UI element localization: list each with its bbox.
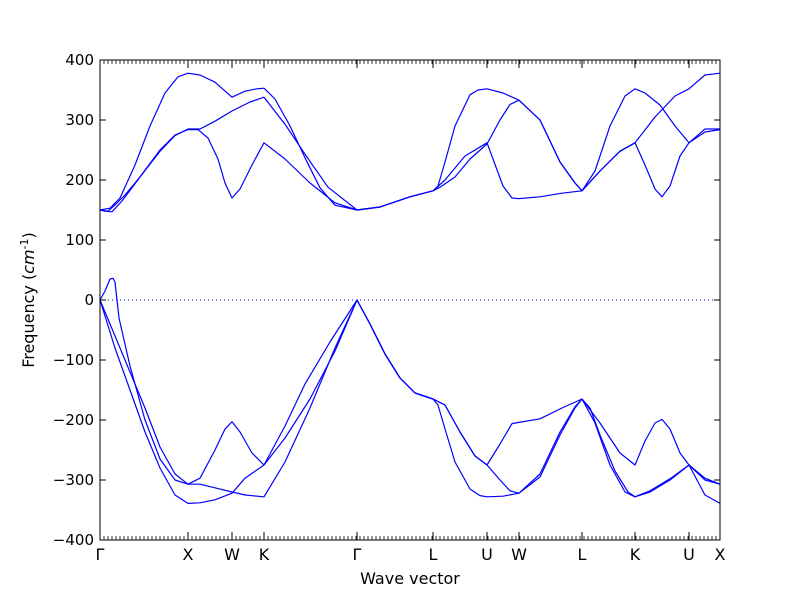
x-tick-label: X — [715, 545, 726, 564]
series-line-6 — [99, 299, 721, 504]
plot-area — [99, 72, 721, 504]
y-tick-label: −100 — [53, 351, 94, 369]
y-tick-label: −300 — [53, 471, 94, 489]
y-tick-label: 300 — [65, 111, 94, 129]
x-axis-label: Wave vector — [360, 569, 460, 588]
x-tick-label: W — [511, 545, 527, 564]
axes-frame — [99, 59, 721, 541]
y-tick-label: 200 — [65, 171, 94, 189]
y-tick-label: 0 — [84, 291, 94, 309]
x-tick-label: Γ — [353, 545, 362, 564]
x-tick-label: K — [259, 545, 270, 564]
y-tick-label: 100 — [65, 231, 94, 249]
y-tick-label: 400 — [65, 51, 94, 69]
y-tick-label: −400 — [53, 531, 94, 549]
y-tick-label: −200 — [53, 411, 94, 429]
x-tick-label: L — [578, 545, 587, 564]
x-tick-label: X — [183, 545, 194, 564]
x-tick-label: U — [481, 545, 493, 564]
series-line-3 — [99, 72, 720, 211]
x-tick-label: W — [224, 545, 240, 564]
x-tick-label: L — [429, 545, 438, 564]
x-tick-label: Γ — [96, 545, 105, 564]
y-axis-label: Frequency (cm-1) — [18, 232, 38, 368]
x-tick-label: K — [630, 545, 641, 564]
x-tick-label: U — [683, 545, 695, 564]
